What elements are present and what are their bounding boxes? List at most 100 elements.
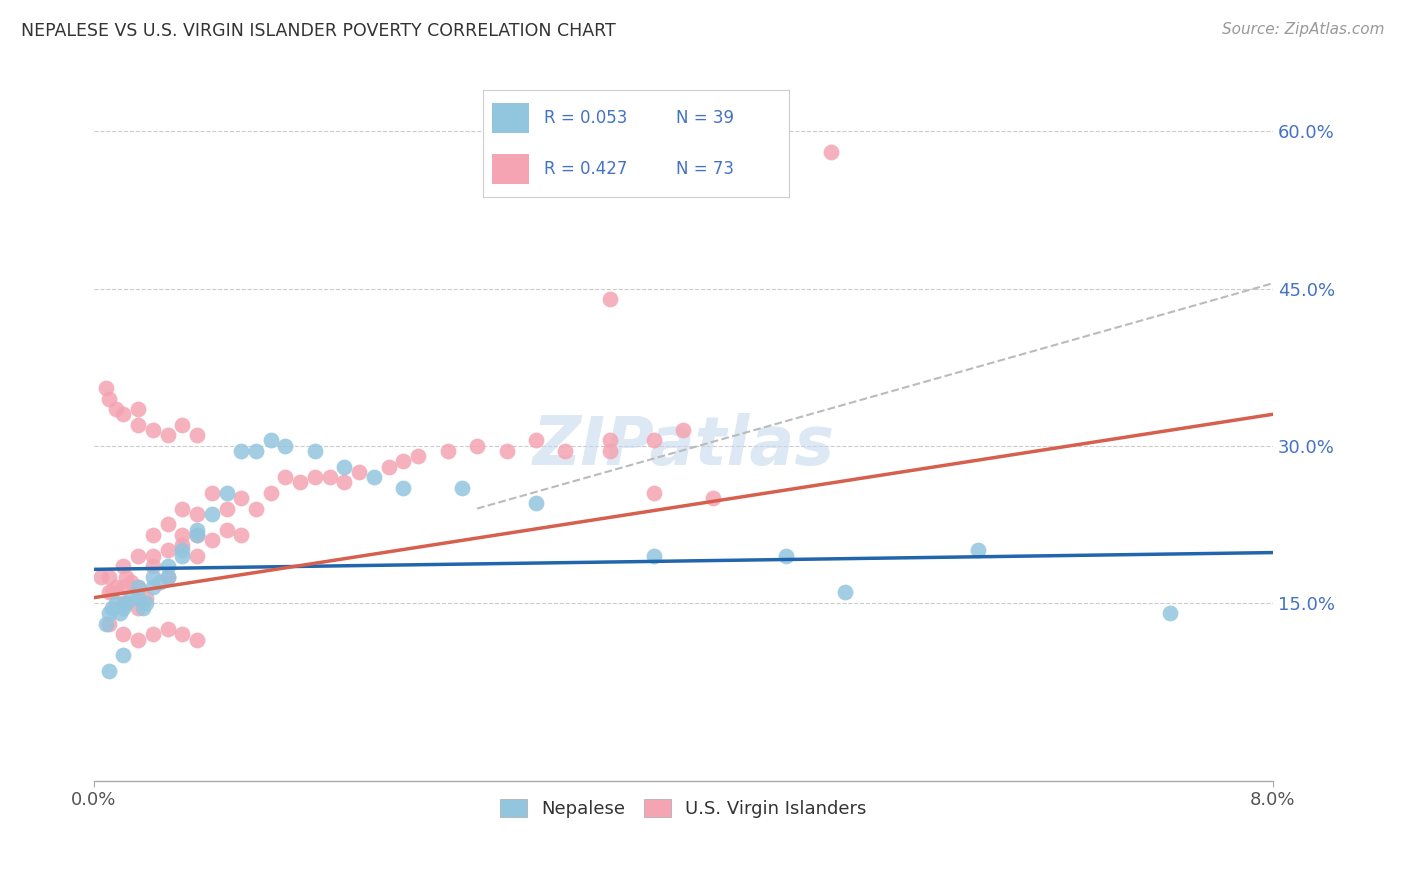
Point [260,434,283,448]
Point [110,607,132,621]
Point [156,559,179,574]
Point [105,596,128,610]
Point [599,292,621,306]
Point [304,470,326,484]
Point [134,596,156,610]
Point [186,528,208,542]
Point [97,570,120,584]
Point [231,528,253,542]
Point [172,627,194,641]
Point [231,444,253,458]
Point [156,622,179,636]
Point [127,591,149,605]
Point [120,574,142,589]
Point [377,459,399,474]
Point [97,585,120,599]
Point [215,486,238,500]
Point [274,439,297,453]
Point [820,145,842,160]
Point [363,470,385,484]
Point [201,507,224,521]
Text: ZIPatlas: ZIPatlas [533,413,834,479]
Point [172,528,194,542]
Point [599,444,621,458]
Point [112,559,135,574]
Point [127,632,149,647]
Point [90,570,112,584]
Point [142,423,165,437]
Point [318,470,340,484]
Point [156,570,179,584]
Point [156,428,179,442]
Point [599,434,621,448]
Point [142,528,165,542]
Point [245,501,267,516]
Point [392,481,415,495]
Text: Source: ZipAtlas.com: Source: ZipAtlas.com [1222,22,1385,37]
Point [127,580,149,594]
Point [172,501,194,516]
Point [554,444,576,458]
Point [94,616,117,631]
Point [100,585,122,599]
Point [186,528,208,542]
Point [142,580,165,594]
Point [775,549,797,563]
Point [115,596,138,610]
Point [702,491,724,505]
Point [97,616,120,631]
Point [131,601,153,615]
Point [142,549,165,563]
Point [142,570,165,584]
Point [333,459,356,474]
Point [127,580,149,594]
Point [643,434,665,448]
Point [215,523,238,537]
Point [524,434,547,448]
Point [231,491,253,505]
Point [142,559,165,574]
Point [172,543,194,558]
Point [643,486,665,500]
Point [186,428,208,442]
Point [94,381,117,395]
Point [201,486,224,500]
Point [186,507,208,521]
Point [127,549,149,563]
Point [156,543,179,558]
Point [495,444,517,458]
Point [105,402,128,417]
Text: NEPALESE VS U.S. VIRGIN ISLANDER POVERTY CORRELATION CHART: NEPALESE VS U.S. VIRGIN ISLANDER POVERTY… [21,22,616,40]
Point [215,501,238,516]
Point [186,549,208,563]
Point [100,601,122,615]
Point [172,538,194,552]
Point [112,648,135,663]
Point [112,596,135,610]
Point [245,444,267,458]
Point [274,470,297,484]
Point [201,533,224,547]
Point [149,574,172,589]
Point [112,601,135,615]
Point [290,475,312,490]
Point [672,423,695,437]
Point [142,627,165,641]
Point [112,580,135,594]
Point [172,549,194,563]
Point [127,402,149,417]
Legend: Nepalese, U.S. Virgin Islanders: Nepalese, U.S. Virgin Islanders [494,791,873,825]
Point [451,481,474,495]
Point [115,570,138,584]
Point [406,449,429,463]
Point [333,475,356,490]
Point [127,417,149,432]
Point [97,392,120,406]
Point [643,549,665,563]
Point [834,585,856,599]
Point [186,523,208,537]
Point [97,607,120,621]
Point [1159,607,1181,621]
Point [105,580,128,594]
Point [97,664,120,678]
